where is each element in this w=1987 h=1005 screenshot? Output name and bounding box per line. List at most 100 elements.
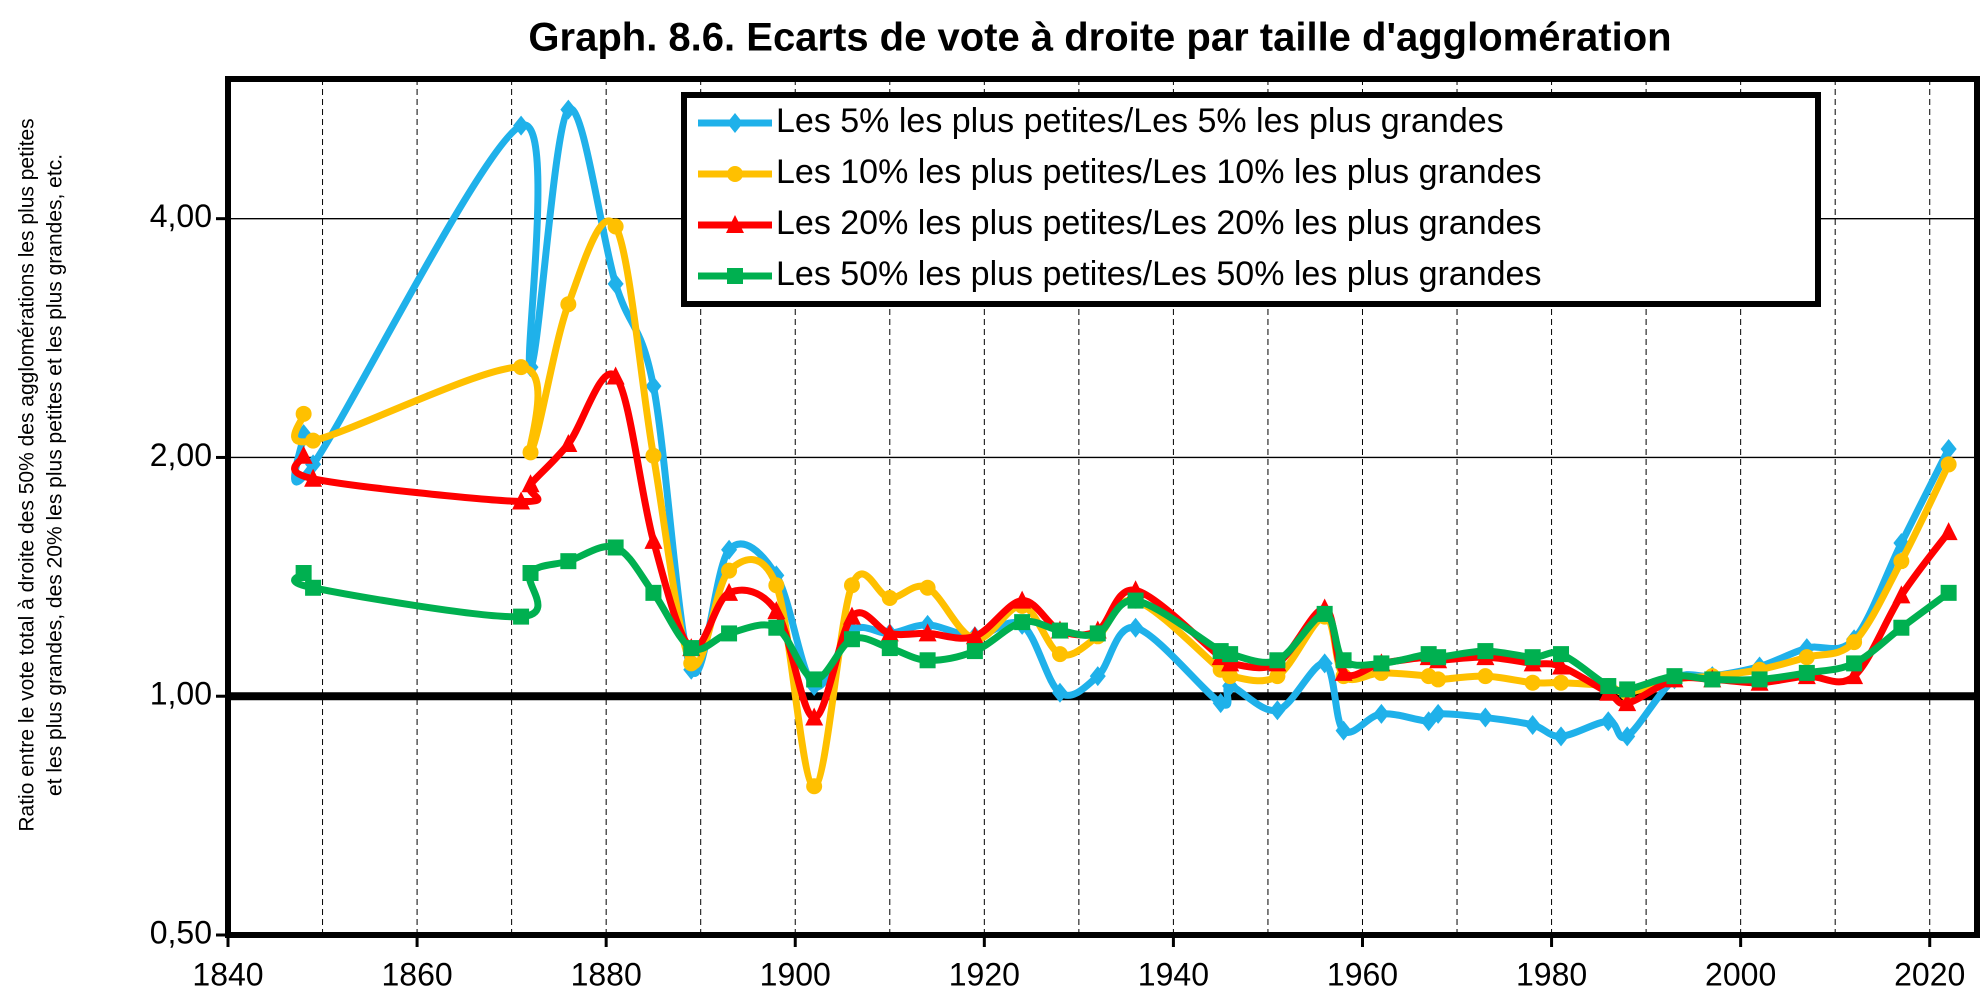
marker bbox=[1477, 643, 1494, 660]
marker bbox=[522, 444, 539, 461]
marker bbox=[1619, 681, 1636, 698]
marker bbox=[1051, 646, 1068, 663]
marker bbox=[1334, 662, 1353, 681]
marker bbox=[513, 115, 530, 136]
marker bbox=[1893, 553, 1910, 570]
marker bbox=[720, 582, 739, 601]
x-tick-label: 1900 bbox=[760, 956, 831, 992]
marker bbox=[1269, 668, 1286, 685]
marker bbox=[606, 366, 625, 385]
marker bbox=[881, 589, 898, 606]
marker bbox=[1846, 655, 1863, 672]
marker bbox=[645, 584, 662, 601]
legend-label: Les 5% les plus petites/Les 5% les plus … bbox=[776, 102, 1504, 140]
marker bbox=[1553, 726, 1570, 747]
marker bbox=[727, 166, 743, 182]
marker bbox=[607, 539, 624, 556]
marker bbox=[683, 655, 700, 672]
y-axis-label: et les plus grandes, des 20% les plus pe… bbox=[44, 154, 67, 796]
marker bbox=[1222, 668, 1239, 685]
marker bbox=[512, 491, 531, 510]
marker bbox=[1335, 652, 1352, 669]
marker bbox=[1524, 649, 1541, 666]
marker bbox=[881, 640, 898, 657]
marker bbox=[843, 577, 860, 594]
marker bbox=[1666, 668, 1683, 685]
marker bbox=[1940, 584, 1957, 601]
marker bbox=[727, 268, 743, 284]
marker bbox=[305, 432, 322, 449]
marker bbox=[683, 640, 700, 657]
marker bbox=[1127, 592, 1144, 609]
marker bbox=[1892, 585, 1911, 604]
marker bbox=[1051, 682, 1068, 703]
plot-area bbox=[291, 99, 1958, 795]
marker bbox=[768, 577, 785, 594]
marker bbox=[919, 652, 936, 669]
marker bbox=[1051, 622, 1068, 639]
marker bbox=[919, 579, 936, 596]
marker bbox=[607, 218, 624, 235]
marker bbox=[1940, 438, 1957, 459]
marker bbox=[726, 215, 744, 233]
marker bbox=[721, 562, 738, 579]
marker bbox=[645, 447, 662, 464]
marker bbox=[1600, 711, 1617, 732]
marker bbox=[607, 273, 624, 294]
marker bbox=[843, 631, 860, 648]
marker bbox=[1373, 655, 1390, 672]
marker bbox=[1013, 590, 1032, 609]
marker bbox=[806, 671, 823, 688]
chart-title: Graph. 8.6. Ecarts de vote à droite par … bbox=[528, 16, 1671, 60]
marker bbox=[1127, 617, 1144, 638]
marker bbox=[721, 539, 738, 560]
x-tick-label: 1920 bbox=[949, 956, 1020, 992]
marker bbox=[966, 643, 983, 660]
marker bbox=[1553, 646, 1570, 663]
marker bbox=[1798, 649, 1815, 666]
marker bbox=[1373, 703, 1390, 724]
x-tick-label: 1880 bbox=[571, 956, 642, 992]
marker bbox=[768, 619, 785, 636]
y-tick-label: 2,00 bbox=[150, 437, 212, 473]
y-axis-label: Ratio entre le vote total à droite des 5… bbox=[16, 118, 39, 831]
marker bbox=[304, 468, 323, 487]
marker bbox=[1430, 671, 1447, 688]
y-tick-label: 4,00 bbox=[150, 198, 212, 234]
marker bbox=[295, 565, 312, 582]
legend-box bbox=[681, 92, 1821, 307]
marker bbox=[918, 623, 937, 642]
marker bbox=[1846, 634, 1863, 651]
marker bbox=[1524, 714, 1541, 735]
marker bbox=[1845, 666, 1864, 685]
x-tick-label: 1940 bbox=[1138, 956, 1209, 992]
marker bbox=[645, 376, 662, 397]
marker bbox=[1619, 726, 1636, 747]
marker bbox=[1014, 614, 1031, 631]
marker bbox=[1477, 707, 1494, 728]
marker bbox=[1553, 674, 1570, 691]
x-tick-label: 2000 bbox=[1705, 956, 1776, 992]
marker bbox=[1269, 700, 1286, 721]
y-tick-label: 0,50 bbox=[150, 914, 212, 950]
x-tick-label: 1980 bbox=[1516, 956, 1587, 992]
marker bbox=[521, 474, 540, 493]
marker bbox=[727, 113, 743, 133]
marker bbox=[1430, 703, 1447, 724]
marker bbox=[513, 359, 530, 376]
marker bbox=[522, 565, 539, 582]
marker bbox=[1089, 625, 1106, 642]
marker bbox=[305, 579, 322, 596]
x-tick-label: 1960 bbox=[1327, 956, 1398, 992]
marker bbox=[965, 626, 984, 645]
marker bbox=[1798, 664, 1815, 681]
marker bbox=[513, 608, 530, 625]
marker bbox=[1524, 674, 1541, 691]
plot-frame bbox=[225, 76, 1980, 938]
marker bbox=[559, 433, 578, 452]
marker bbox=[644, 530, 663, 549]
marker bbox=[1269, 652, 1286, 669]
marker bbox=[1893, 619, 1910, 636]
